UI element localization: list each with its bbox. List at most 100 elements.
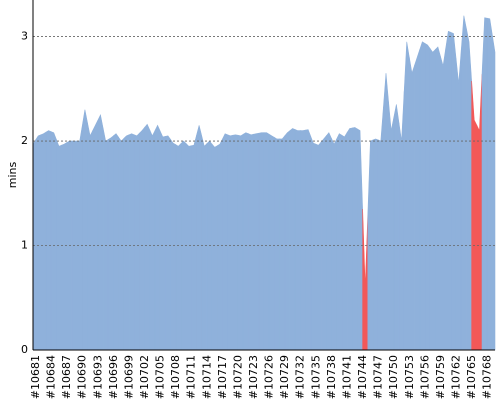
x-tick-label: #10681 bbox=[29, 355, 42, 399]
x-tick-label: #10738 bbox=[325, 355, 338, 399]
area-segment bbox=[258, 132, 265, 351]
x-tick-label: #10732 bbox=[294, 355, 307, 399]
area-segment bbox=[492, 35, 496, 351]
x-tick-label: #10744 bbox=[356, 355, 369, 399]
area-segment bbox=[460, 15, 467, 351]
area-segment bbox=[315, 141, 322, 351]
x-tick-label: #10711 bbox=[185, 355, 198, 399]
area-segment bbox=[149, 129, 156, 351]
area-segment bbox=[222, 133, 228, 351]
area-segment bbox=[419, 41, 426, 351]
x-tick-label: #10693 bbox=[91, 355, 104, 399]
x-tick-label: #10708 bbox=[169, 355, 182, 399]
area-segment bbox=[165, 135, 171, 351]
y-tick-label: 3 bbox=[21, 30, 28, 43]
area-segment bbox=[76, 125, 83, 351]
y-tick-label: 2 bbox=[21, 134, 28, 147]
area-segment bbox=[320, 134, 327, 351]
area-segment bbox=[175, 142, 182, 351]
x-tick-label: #10696 bbox=[107, 355, 120, 399]
area-segment bbox=[341, 131, 348, 351]
area-segment bbox=[139, 126, 145, 351]
area-segment bbox=[170, 138, 177, 351]
area-segment bbox=[440, 48, 446, 351]
area-segment bbox=[133, 132, 140, 351]
area-segment bbox=[346, 127, 353, 351]
area-segment bbox=[331, 138, 337, 351]
area-segment bbox=[56, 139, 62, 351]
x-tick-label: #10720 bbox=[231, 355, 244, 399]
x-tick-label: #10684 bbox=[45, 355, 58, 399]
area-segment bbox=[82, 109, 88, 351]
area-segment bbox=[107, 135, 114, 351]
area-segment bbox=[455, 49, 462, 351]
area-segment bbox=[403, 41, 410, 351]
area-segment bbox=[253, 132, 260, 351]
area-segment bbox=[300, 129, 306, 351]
x-tick-label: #10690 bbox=[76, 355, 89, 399]
area-segment bbox=[185, 142, 192, 351]
x-tick-label: #10750 bbox=[387, 355, 400, 399]
area-segment bbox=[289, 128, 296, 351]
area-segment bbox=[471, 80, 478, 351]
x-tick-label: #10729 bbox=[278, 355, 291, 399]
area-segment bbox=[102, 127, 109, 351]
area-segment bbox=[128, 133, 135, 351]
x-tick-label: #10759 bbox=[434, 355, 447, 399]
x-tick-label: #10699 bbox=[122, 355, 135, 399]
area-segment bbox=[409, 57, 415, 351]
x-tick-label: #10768 bbox=[481, 355, 494, 399]
x-tick-label: #10723 bbox=[247, 355, 260, 399]
area-segment bbox=[367, 139, 374, 351]
area-segment bbox=[248, 133, 254, 351]
x-tick-label: #10753 bbox=[403, 355, 416, 399]
y-tick-label: 1 bbox=[21, 239, 28, 252]
area-segment bbox=[268, 133, 275, 351]
x-tick-label: #10747 bbox=[372, 355, 385, 399]
area-segment bbox=[388, 101, 395, 351]
area-segment bbox=[113, 133, 119, 351]
area-segment bbox=[294, 129, 301, 351]
area-segment bbox=[424, 42, 431, 351]
x-tick-label: #10687 bbox=[60, 355, 73, 399]
area-segment bbox=[362, 208, 369, 351]
area-segment bbox=[336, 133, 343, 351]
area-segment bbox=[383, 73, 389, 351]
area-segment bbox=[45, 130, 52, 351]
area-segment bbox=[123, 134, 130, 351]
area-segment bbox=[481, 17, 488, 351]
x-tick-label: #10705 bbox=[154, 355, 167, 399]
area-segment bbox=[40, 131, 47, 351]
area-segment bbox=[61, 142, 68, 351]
area-segment bbox=[284, 129, 291, 351]
x-tick-label: #10714 bbox=[200, 355, 213, 399]
area-segment bbox=[486, 17, 493, 351]
area-segment bbox=[305, 129, 312, 351]
area-segment bbox=[466, 28, 472, 351]
area-segment bbox=[476, 74, 483, 351]
area-segment bbox=[274, 136, 280, 351]
area-segment bbox=[191, 135, 197, 351]
area-segment bbox=[445, 30, 452, 351]
area-segment bbox=[414, 49, 421, 351]
area-segment bbox=[144, 123, 151, 351]
x-tick-label: #10762 bbox=[449, 355, 462, 399]
area-segment bbox=[35, 134, 42, 351]
y-tick-label: 0 bbox=[21, 343, 28, 356]
area-segment bbox=[118, 136, 125, 351]
area-segment bbox=[398, 91, 405, 351]
area-segment bbox=[372, 138, 379, 351]
x-tick-label: #10717 bbox=[216, 355, 229, 399]
area-segment bbox=[279, 134, 286, 351]
area-segment bbox=[232, 134, 239, 351]
x-tick-label: #10735 bbox=[309, 355, 322, 399]
x-tick-label: #10741 bbox=[340, 355, 353, 399]
area-segment bbox=[159, 130, 166, 351]
area-segment bbox=[154, 124, 161, 351]
area-segment bbox=[325, 132, 332, 351]
area-segment bbox=[227, 134, 234, 351]
area-segment bbox=[310, 136, 317, 351]
area-segment bbox=[237, 133, 244, 351]
area-segment bbox=[435, 46, 441, 351]
